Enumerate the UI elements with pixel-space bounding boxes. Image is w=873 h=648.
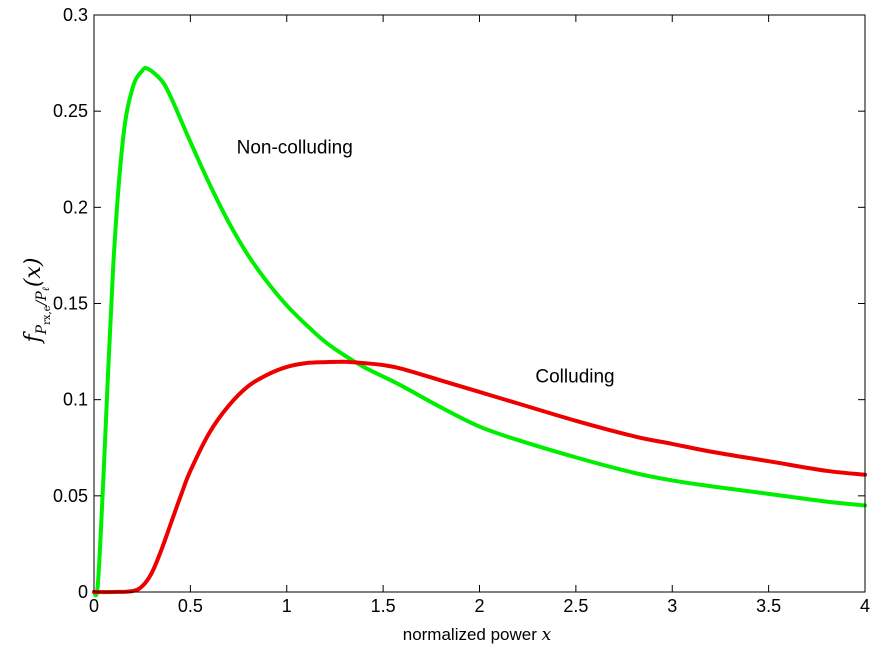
svg-text:fPrx,e/Pℓ(x): fPrx,e/Pℓ(x): [21, 258, 53, 345]
x-axis-label: normalized power x: [403, 625, 552, 645]
x-tick-label: 1.5: [371, 596, 396, 616]
y-tick-label: 0.25: [53, 101, 88, 121]
y-tick-label: 0.15: [53, 294, 88, 314]
series-line-non-colluding: [92, 65, 867, 598]
y-tick-label: 0.3: [63, 5, 88, 25]
x-tick-label: 1: [282, 596, 292, 616]
y-axis-label-arg: (x): [21, 258, 46, 288]
x-tick-label: 2: [474, 596, 484, 616]
annotation-colluding: Colluding: [535, 366, 614, 387]
x-tick-label: 3.5: [756, 596, 781, 616]
x-tick-label: 3: [667, 596, 677, 616]
annotation-non-colluding: Non-colluding: [237, 137, 353, 158]
axis-ticks: 0 0.5 1 1.5 2 2.5 3 3.5 4 0 0.05 0.1 0.15 0.2 0.25 0.3: [53, 5, 870, 616]
y-tick-label: 0.2: [63, 197, 88, 217]
series-line-colluding: [92, 359, 867, 595]
plot-lines: [92, 65, 867, 598]
x-axis-label-text: normalized power: [403, 625, 538, 644]
y-axis-label-sub-rx: rx,e: [42, 305, 53, 325]
y-axis-label-sub-p: P: [34, 324, 50, 335]
x-tick-label: 2.5: [563, 596, 588, 616]
x-axis-label-variable: x: [542, 625, 552, 645]
y-axis-label: fPrx,e/Pℓ(x): [21, 258, 53, 345]
annotations: Non-colluding Colluding: [237, 137, 615, 387]
y-axis-label-sub-l: ℓ: [41, 287, 52, 291]
x-tick-label: 4: [860, 596, 870, 616]
x-tick-label: 0: [89, 596, 99, 616]
y-tick-label: 0.1: [63, 390, 88, 410]
y-tick-label: 0: [78, 582, 88, 602]
x-tick-label: 0.5: [178, 596, 203, 616]
y-tick-label: 0.05: [53, 486, 88, 506]
y-axis-label-sub-sep: /P: [34, 291, 50, 308]
